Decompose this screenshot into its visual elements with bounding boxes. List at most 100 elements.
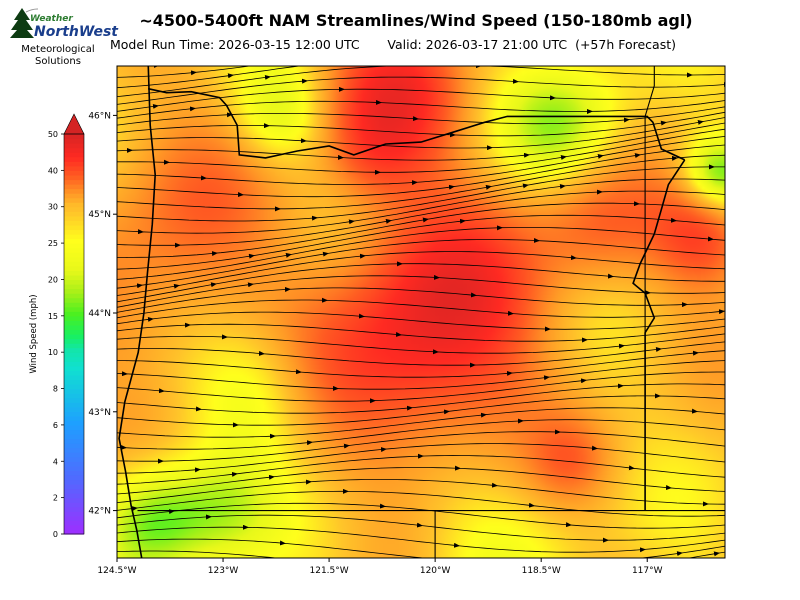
streamline-arrow (385, 218, 392, 224)
colorbar-tick-label: 15 (48, 312, 58, 321)
streamline (117, 467, 725, 495)
colorbar-segment (64, 379, 84, 385)
colorbar-segment (64, 484, 84, 490)
weather-northwest-logo: Weather NorthWest Meteorological Solutio… (8, 6, 118, 68)
colorbar-segment (64, 515, 84, 521)
colorbar-segment (64, 370, 84, 376)
colorbar-segment (64, 288, 84, 294)
colorbar-segment (64, 197, 84, 203)
colorbar-segment (64, 443, 84, 449)
colorbar-segment (64, 188, 84, 194)
colorbar-segment (64, 243, 84, 249)
colorbar-segment (64, 420, 84, 426)
colorbar-label: Wind Speed (mph) (29, 294, 39, 373)
colorbar-segment (64, 284, 84, 290)
colorbar-tick-label: 8 (53, 385, 58, 394)
streamline-arrow (597, 153, 604, 159)
streamline (117, 341, 725, 366)
streamline (117, 360, 725, 390)
colorbar-segment (64, 306, 84, 312)
colorbar-segment (64, 465, 84, 471)
colorbar-tick-label: 0 (53, 530, 58, 539)
streamline (117, 214, 725, 270)
colorbar-segment (64, 202, 84, 208)
colorbar-segment (64, 502, 84, 508)
colorbar-segment (64, 152, 84, 158)
colorbar-segment (64, 320, 84, 326)
streamline (117, 443, 725, 474)
tree-logo-icon (10, 8, 38, 38)
y-tick-label: 42°N (88, 507, 111, 517)
colorbar-segment (64, 520, 84, 526)
streamline-arrow (285, 252, 292, 258)
streamline (117, 502, 725, 529)
streamline (117, 100, 725, 119)
colorbar-segment (64, 347, 84, 353)
colorbar-segment (64, 274, 84, 281)
colorbar-segment (64, 297, 84, 303)
colorbar-segment (64, 165, 84, 171)
colorbar-segment (64, 143, 84, 149)
x-tick-label: 120°W (420, 566, 451, 576)
colorbar-segment (64, 170, 84, 176)
colorbar-tick-label: 50 (48, 130, 58, 139)
streamline (117, 239, 725, 289)
colorbar-segment (64, 184, 84, 190)
streamline (124, 66, 142, 67)
colorbar-segment (64, 265, 84, 271)
colorbar-segment (64, 252, 84, 258)
colorbar-segment (64, 279, 84, 285)
streamline (117, 275, 725, 308)
streamline (117, 66, 253, 78)
colorbar-segment (64, 211, 84, 217)
boundary-id-nv_east (644, 66, 655, 412)
streamline-arrow (522, 183, 529, 189)
colorbar-segment (64, 193, 84, 199)
colorbar-segment (64, 511, 84, 517)
streamline (117, 202, 725, 258)
colorbar-tick-label: 4 (53, 457, 58, 466)
logo-subtitle-line2: Solutions (35, 56, 81, 67)
colorbar-segment (64, 174, 84, 181)
boundary-coast (118, 66, 157, 558)
chart-title: ~4500-5400ft NAM Streamlines/Wind Speed … (139, 11, 693, 30)
colorbar-segment (64, 315, 84, 321)
colorbar-segment (64, 488, 84, 494)
colorbar-segment (64, 470, 84, 476)
colorbar-segment (64, 493, 84, 499)
colorbar-segment (64, 215, 84, 221)
streamline (117, 371, 725, 402)
streamline (117, 550, 725, 558)
colorbar-segment (64, 247, 84, 253)
colorbar: 0 2 4 6 8 10 15 20 25 30 40 50 Wind Speed (mph) (29, 113, 85, 539)
colorbar-extend-tip (63, 113, 85, 135)
axes: 124.5°W 123°W 121.5°W 120°W 118.5°W 117°W 46°N… (88, 111, 662, 576)
streamline (117, 251, 725, 296)
colorbar-segment (64, 415, 84, 421)
colorbar-segment (64, 352, 84, 358)
streamline-arrow (173, 283, 180, 289)
logo-word-weather: Weather (30, 14, 73, 24)
colorbar-segment (64, 134, 84, 140)
colorbar-segment (64, 206, 84, 212)
streamline (117, 190, 725, 246)
colorbar-tick-label: 40 (48, 166, 58, 175)
colorbar-tick-label: 2 (53, 494, 58, 503)
streamline (117, 66, 725, 97)
streamline (117, 128, 725, 173)
colorbar-segment (64, 461, 84, 467)
colorbar-segment (64, 179, 84, 185)
streamline-arrow (422, 217, 429, 223)
streamline (117, 117, 725, 149)
x-tick-label: 124.5°W (97, 566, 136, 576)
colorbar-segment (64, 447, 84, 453)
streamline (117, 311, 725, 330)
colorbar-segment (64, 311, 84, 317)
streamline (117, 17, 725, 54)
colorbar-segment (64, 406, 84, 412)
streamline (117, 76, 725, 105)
streamline (117, 136, 725, 185)
colorbar-segment (64, 324, 84, 331)
streamline (117, 407, 725, 438)
colorbar-segment (64, 374, 84, 381)
